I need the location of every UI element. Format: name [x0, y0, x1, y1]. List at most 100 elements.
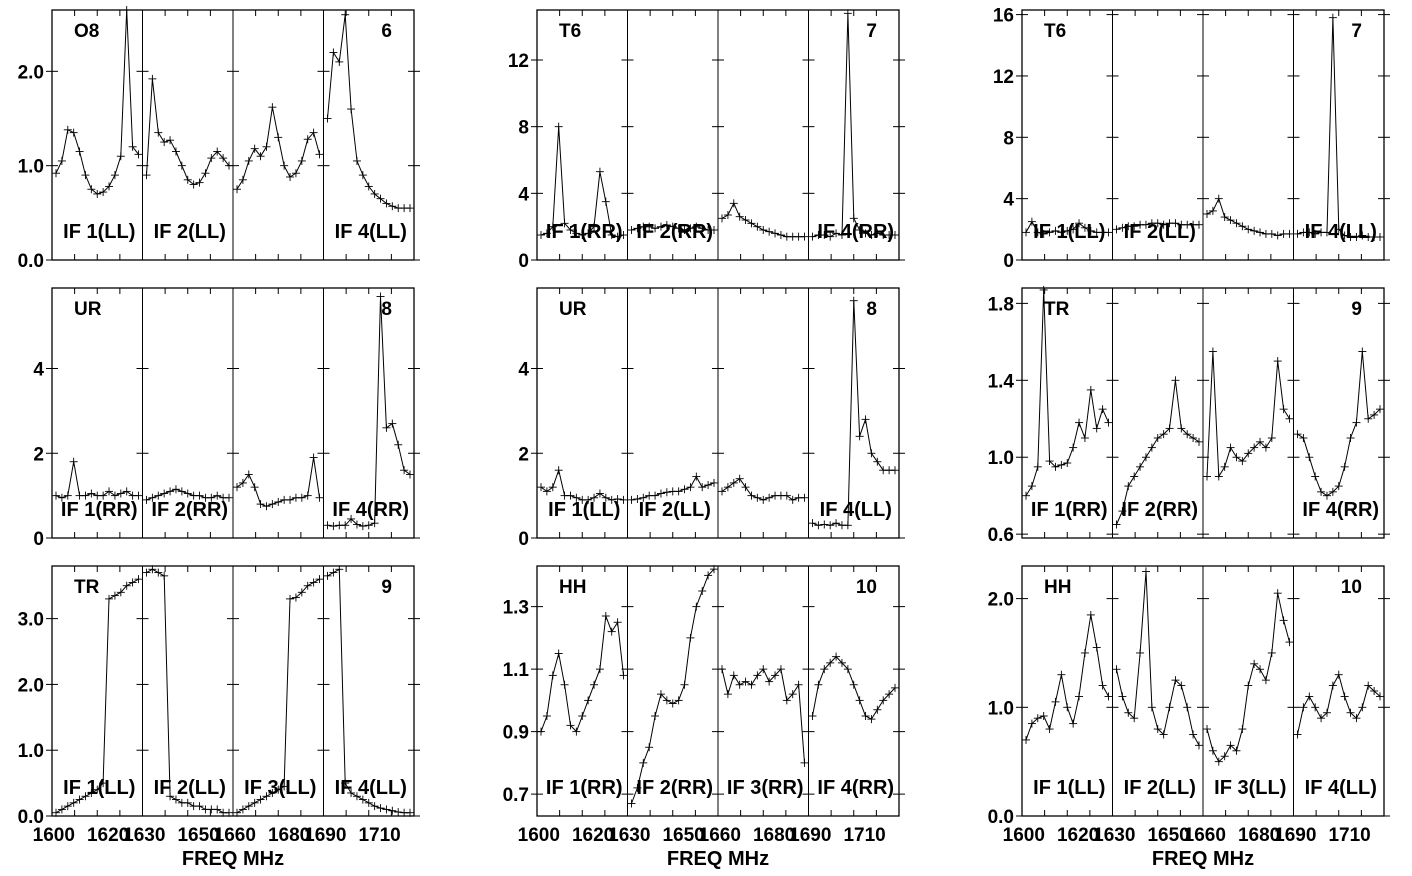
- x-tick-label: 1690: [789, 825, 831, 846]
- x-tick-label: 1600: [33, 825, 75, 846]
- spectrum-trace: [1297, 673, 1381, 735]
- x-tick-label: 1600: [1003, 825, 1045, 846]
- spectrum-trace: [540, 468, 624, 501]
- if-label: IF 4(RR): [817, 221, 894, 243]
- x-tick-label: 1600: [518, 825, 560, 846]
- if-label: IF 2(LL): [1124, 221, 1196, 243]
- if-label: IF 4(LL): [1305, 777, 1377, 799]
- y-tick-label: 1.8: [988, 294, 1014, 315]
- x-tick-label: 1650: [177, 825, 219, 846]
- baseline-number: 9: [1351, 299, 1362, 320]
- spectrum-trace: [721, 668, 805, 763]
- spectrum-trace: [631, 568, 715, 804]
- y-tick-label: 1.0: [988, 448, 1014, 469]
- baseline-number: 7: [1351, 21, 1362, 42]
- x-axis-label: FREQ MHz: [1152, 848, 1254, 870]
- x-axis-label: FREQ MHz: [667, 848, 769, 870]
- y-tick-label: 8: [518, 118, 529, 139]
- if-label: IF 1(LL): [63, 221, 135, 243]
- if-label: IF 2(LL): [639, 499, 711, 521]
- y-tick-label: 1.3: [503, 598, 529, 619]
- baseline-number: 7: [866, 21, 877, 42]
- if-label: IF 4(RR): [332, 499, 409, 521]
- x-tick-label: 1710: [1328, 825, 1370, 846]
- x-axis-label: FREQ MHz: [182, 848, 284, 870]
- y-tick-label: 0: [33, 529, 44, 550]
- x-tick-label: 1630: [123, 825, 165, 846]
- y-tick-label: 16: [993, 6, 1014, 27]
- x-tick-label: 1710: [358, 825, 400, 846]
- if-label: IF 1(LL): [548, 499, 620, 521]
- source-label: TR: [1044, 299, 1070, 320]
- if-label: IF 1(LL): [63, 777, 135, 799]
- panel-9: 0.0 1.0 2.0 HH 10 IF 1(LL) IF 2(LL) IF 3(LL) IF …: [988, 565, 1390, 870]
- y-tick-label: 0.7: [503, 785, 529, 806]
- baseline-number: 6: [381, 21, 392, 42]
- source-label: T6: [559, 21, 581, 42]
- y-tick-label: 0: [518, 529, 529, 550]
- y-tick-label: 4: [33, 360, 44, 381]
- panel-3: 0 4 8 12 16 T6 7 IF 1(LL) IF 2(LL) IF 4(LL): [993, 6, 1390, 272]
- panel-8: 0.7 0.9 1.1 1.3 HH 10 IF 1(RR) IF 2(RR) IF 3(RR)…: [503, 565, 905, 870]
- spectrum-trace: [1025, 614, 1109, 741]
- y-tick-label: 1.0: [988, 698, 1014, 719]
- spectrum-trace: [1297, 351, 1381, 497]
- if-label: IF 1(LL): [1033, 777, 1105, 799]
- x-tick-label: 1660: [699, 825, 741, 846]
- if-label: IF 1(RR): [546, 777, 623, 799]
- y-tick-label: 2.0: [988, 590, 1014, 611]
- if-label: IF 3(LL): [1214, 777, 1286, 799]
- baseline-number: 9: [381, 577, 392, 598]
- y-tick-label: 12: [508, 51, 529, 72]
- if-label: IF 3(RR): [727, 777, 804, 799]
- y-tick-label: 8: [1003, 128, 1014, 149]
- spectrum-trace: [236, 107, 320, 190]
- source-label: UR: [74, 299, 102, 320]
- y-tick-label: 4: [518, 184, 529, 205]
- spectrum-trace: [1206, 351, 1290, 479]
- spectrum-trace: [1297, 17, 1380, 238]
- source-label: TR: [74, 577, 100, 598]
- if-label: IF 4(LL): [335, 221, 407, 243]
- y-tick-label: 4: [1003, 190, 1014, 211]
- source-label: T6: [1044, 21, 1066, 42]
- if-label: IF 2(LL): [1124, 777, 1196, 799]
- baseline-number: 8: [866, 299, 877, 320]
- y-tick-label: 3.0: [18, 610, 44, 631]
- x-tick-label: 1680: [753, 825, 795, 846]
- y-tick-label: 1.1: [503, 660, 530, 681]
- if-label: IF 3(LL): [244, 777, 316, 799]
- y-tick-label: 12: [993, 67, 1014, 88]
- if-label: IF 4(LL): [335, 777, 407, 799]
- x-tick-label: 1630: [608, 825, 650, 846]
- if-label: IF 4(LL): [820, 499, 892, 521]
- x-tick-label: 1710: [843, 825, 885, 846]
- source-label: HH: [559, 577, 586, 598]
- x-tick-label: 1620: [1057, 825, 1099, 846]
- source-label: O8: [74, 21, 99, 42]
- if-label: IF 1(RR): [61, 499, 138, 521]
- if-label: IF 1(RR): [1031, 499, 1108, 521]
- spectrum-trace: [812, 13, 895, 238]
- if-label: IF 2(RR): [636, 221, 713, 243]
- y-tick-label: 2: [33, 444, 44, 465]
- y-tick-label: 2.0: [18, 675, 44, 696]
- x-tick-label: 1620: [572, 825, 614, 846]
- spectrum-trace: [146, 78, 230, 186]
- x-tick-label: 1680: [1238, 825, 1280, 846]
- if-label: IF 4(LL): [1305, 221, 1377, 243]
- x-tick-label: 1660: [1184, 825, 1226, 846]
- x-tick-label: 1620: [87, 825, 129, 846]
- if-label: IF 2(RR): [1121, 499, 1198, 521]
- y-tick-label: 1.4: [988, 371, 1015, 392]
- x-tick-label: 1650: [662, 825, 704, 846]
- spectrum-trace: [812, 300, 895, 526]
- if-label: IF 2(LL): [154, 777, 226, 799]
- x-tick-label: 1690: [1274, 825, 1316, 846]
- if-label: IF 4(RR): [1302, 499, 1379, 521]
- if-label: IF 2(RR): [636, 777, 713, 799]
- spectrum-trace: [327, 14, 410, 209]
- panel-1: 0.0 1.0 2.0 O8 6 IF 1(LL) IF 2(LL) IF 4(LL): [18, 6, 420, 272]
- if-label: IF 4(RR): [817, 777, 894, 799]
